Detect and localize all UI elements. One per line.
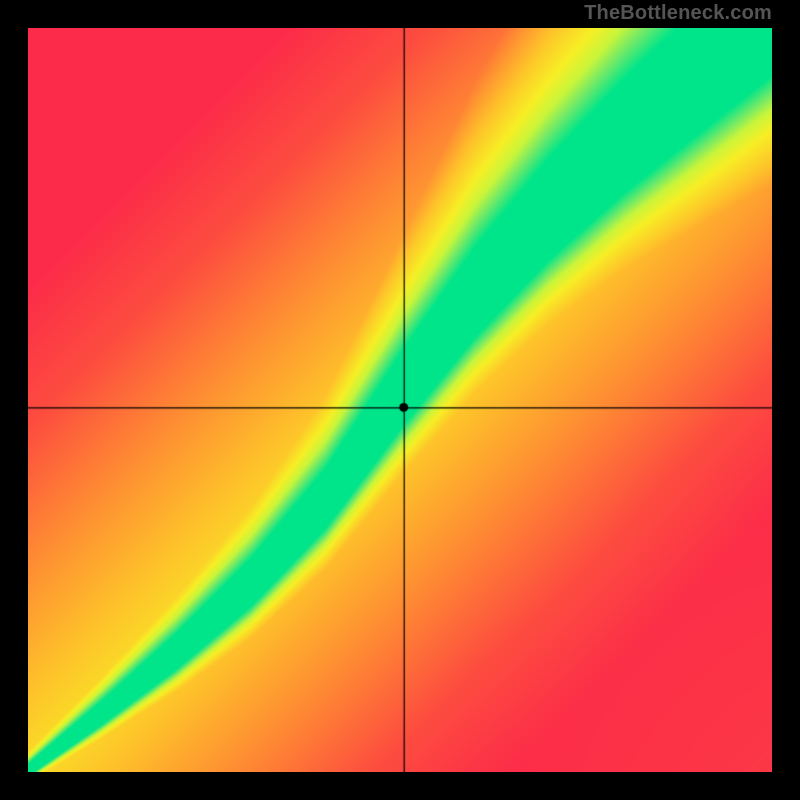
watermark-text: TheBottleneck.com [584, 2, 772, 25]
heatmap-canvas [28, 28, 772, 772]
bottleneck-heatmap [28, 28, 772, 772]
